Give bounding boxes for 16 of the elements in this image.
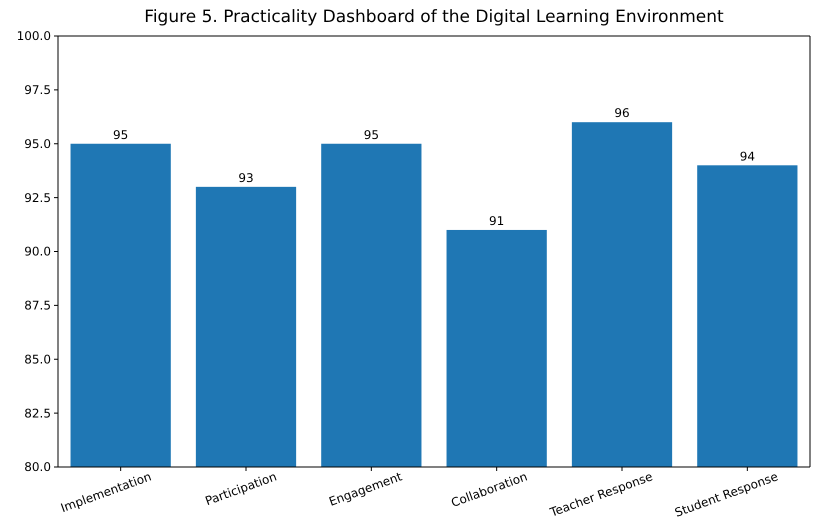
y-tick-label: 82.5 bbox=[24, 406, 51, 420]
data-label: 95 bbox=[113, 128, 128, 142]
data-label: 93 bbox=[238, 170, 254, 185]
data-label: 96 bbox=[614, 106, 630, 120]
y-tick-label: 95.0 bbox=[24, 136, 51, 151]
y-tick-label: 92.5 bbox=[24, 190, 51, 205]
data-label: 94 bbox=[740, 149, 755, 164]
data-label: 91 bbox=[489, 214, 504, 228]
y-tick-label: 80.0 bbox=[24, 460, 51, 474]
y-tick-label: 85.0 bbox=[24, 352, 51, 366]
chart-title: Figure 5. Practicality Dashboard of the Digital Learning Environment bbox=[144, 7, 724, 27]
y-tick-label: 90.0 bbox=[24, 244, 51, 259]
y-tick-label: 87.5 bbox=[24, 298, 51, 313]
y-tick-label: 97.5 bbox=[24, 83, 51, 98]
y-tick-label: 100.0 bbox=[16, 29, 51, 44]
data-label: 95 bbox=[364, 128, 379, 142]
